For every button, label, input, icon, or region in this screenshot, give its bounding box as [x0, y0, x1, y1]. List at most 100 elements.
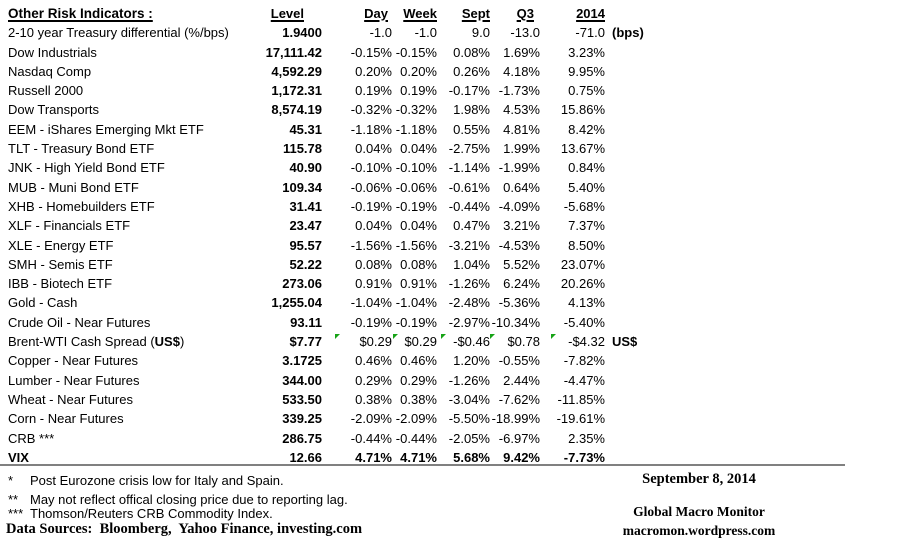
level-value: 1,172.31 — [271, 83, 322, 99]
unit-suffix — [605, 313, 695, 332]
sept-value: 0.26% — [453, 63, 490, 79]
week-value: 4.71% — [400, 449, 437, 465]
day-value: -1.0 — [369, 25, 392, 41]
day-value: 0.46% — [355, 353, 392, 369]
level-value: 52.22 — [289, 256, 322, 272]
ytd-2014-value: -71.0 — [575, 25, 605, 41]
sept-value: 0.55% — [453, 121, 490, 137]
day-value: -0.44% — [350, 430, 392, 446]
indicator-name: Dow Transports — [8, 102, 100, 118]
indicator-name: Nasdaq Comp — [8, 63, 92, 79]
indicator-name: Wheat - Near Futures — [8, 391, 133, 407]
table-row: MUB - Muni Bond ETF 109.34 -0.06% -0.06%… — [0, 178, 695, 197]
unit-suffix: US$ — [612, 334, 638, 350]
level-value: 533.50 — [282, 391, 322, 407]
footnote-3: *** Thomson/Reuters CRB Commodity Index. — [8, 506, 273, 521]
green-flag-icon — [441, 333, 446, 339]
ytd-2014-value: 7.37% — [568, 218, 605, 234]
indicator-name: TLT - Treasury Bond ETF — [8, 141, 155, 157]
unit-suffix — [605, 371, 695, 390]
footer-divider — [0, 464, 845, 466]
indicator-name: Dow Industrials — [8, 44, 97, 60]
week-value: $0.29 — [392, 332, 437, 351]
column-header-sept: Sept — [461, 6, 490, 21]
q3-value: 2.44% — [503, 372, 540, 388]
ytd-2014-value: 13.67% — [560, 141, 605, 157]
level-value: 344.00 — [282, 372, 322, 388]
table-row: Copper - Near Futures 3.1725 0.46% 0.46%… — [0, 351, 695, 370]
week-value: -1.04% — [395, 295, 437, 311]
column-header-2014: 2014 — [576, 6, 605, 21]
ytd-2014-value: -11.85% — [557, 391, 605, 407]
indicator-name: 2-10 year Treasury differential (%/bps) — [8, 25, 229, 41]
unit-suffix — [605, 120, 695, 139]
level-value: 115.78 — [282, 141, 322, 157]
unit-suffix — [605, 274, 695, 293]
week-value: -0.10% — [395, 160, 437, 176]
q3-value: $0.78 — [490, 332, 540, 351]
q3-value: -4.53% — [498, 237, 540, 253]
week-value: 0.04% — [400, 218, 437, 234]
week-value: -0.44% — [395, 430, 437, 446]
unit-suffix — [605, 409, 695, 428]
table-row: Lumber - Near Futures 344.00 0.29% 0.29%… — [0, 371, 695, 390]
sept-value: 1.98% — [453, 102, 490, 118]
day-value: -0.10% — [350, 160, 392, 176]
table-row: CRB *** 286.75 -0.44% -0.44% -2.05% -6.9… — [0, 429, 695, 448]
footnote-1-marker: * — [8, 473, 14, 488]
day-value: 0.38% — [355, 391, 392, 407]
table-header-row: Other Risk Indicators : Level Day Week S… — [0, 4, 695, 23]
indicator-name: Gold - Cash — [8, 295, 78, 311]
indicator-name: IBB - Biotech ETF — [8, 276, 113, 292]
indicator-name: SMH - Semis ETF — [8, 256, 113, 272]
level-value: 45.31 — [289, 121, 322, 137]
column-header-day: Day — [364, 6, 388, 21]
ytd-2014-value: -5.68% — [563, 198, 605, 214]
level-value: $7.77 — [289, 334, 322, 350]
q3-value: 6.24% — [503, 276, 540, 292]
footnote-1: * Post Eurozone crisis low for Italy and … — [8, 473, 284, 488]
indicator-name: Lumber - Near Futures — [8, 372, 140, 388]
level-value: 1.9400 — [282, 25, 322, 41]
green-flag-icon — [490, 333, 495, 339]
unit-suffix — [605, 293, 695, 312]
table-row: 2-10 year Treasury differential (%/bps) … — [0, 23, 695, 42]
week-value: 0.91% — [400, 276, 437, 292]
indicator-name: EEM - iShares Emerging Mkt ETF — [8, 121, 204, 137]
week-value: 0.19% — [400, 83, 437, 99]
day-value: -1.56% — [350, 237, 392, 253]
indicator-name: XLF - Financials ETF — [8, 218, 131, 234]
week-value: -1.56% — [395, 237, 437, 253]
unit-suffix — [605, 178, 695, 197]
footnote-2: ** May not reflect offical closing price … — [8, 492, 348, 507]
week-value: -1.0 — [414, 25, 437, 41]
ytd-2014-value: -19.61% — [556, 411, 605, 427]
level-value: 17,111.42 — [265, 44, 322, 60]
table-row: XHB - Homebuilders ETF 31.41 -0.19% -0.1… — [0, 197, 695, 216]
ytd-2014-value: 9.95% — [568, 63, 605, 79]
sept-value: -1.14% — [448, 160, 490, 176]
indicator-name: CRB *** — [8, 430, 55, 446]
indicator-name: MUB - Muni Bond ETF — [8, 179, 139, 195]
level-value: 4,592.29 — [271, 63, 322, 79]
sept-value: -5.50% — [448, 411, 490, 427]
unit-suffix — [605, 197, 695, 216]
table-row: IBB - Biotech ETF 273.06 0.91% 0.91% -1.… — [0, 274, 695, 293]
day-value: 0.08% — [355, 256, 392, 272]
level-value: 339.25 — [282, 411, 322, 427]
unit-suffix — [605, 216, 695, 235]
unit-suffix — [605, 390, 695, 409]
q3-value: 1.69% — [503, 44, 540, 60]
level-value: 23.47 — [289, 218, 322, 234]
sept-value: 9.0 — [471, 25, 490, 41]
indicator-name: Corn - Near Futures — [8, 411, 124, 427]
table-row: TLT - Treasury Bond ETF 115.78 0.04% 0.0… — [0, 139, 695, 158]
unit-suffix — [605, 139, 695, 158]
q3-value: -13.0 — [510, 25, 540, 41]
q3-value: -4.09% — [498, 198, 540, 214]
level-value: 12.66 — [289, 449, 322, 465]
ytd-2014-value: 2.35% — [568, 430, 605, 446]
indicator-name: XLE - Energy ETF — [8, 237, 114, 253]
table-row: VIX 12.66 4.71% 4.71% 5.68% 9.42% -7.73% — [0, 448, 695, 467]
level-value: 109.34 — [282, 179, 322, 195]
